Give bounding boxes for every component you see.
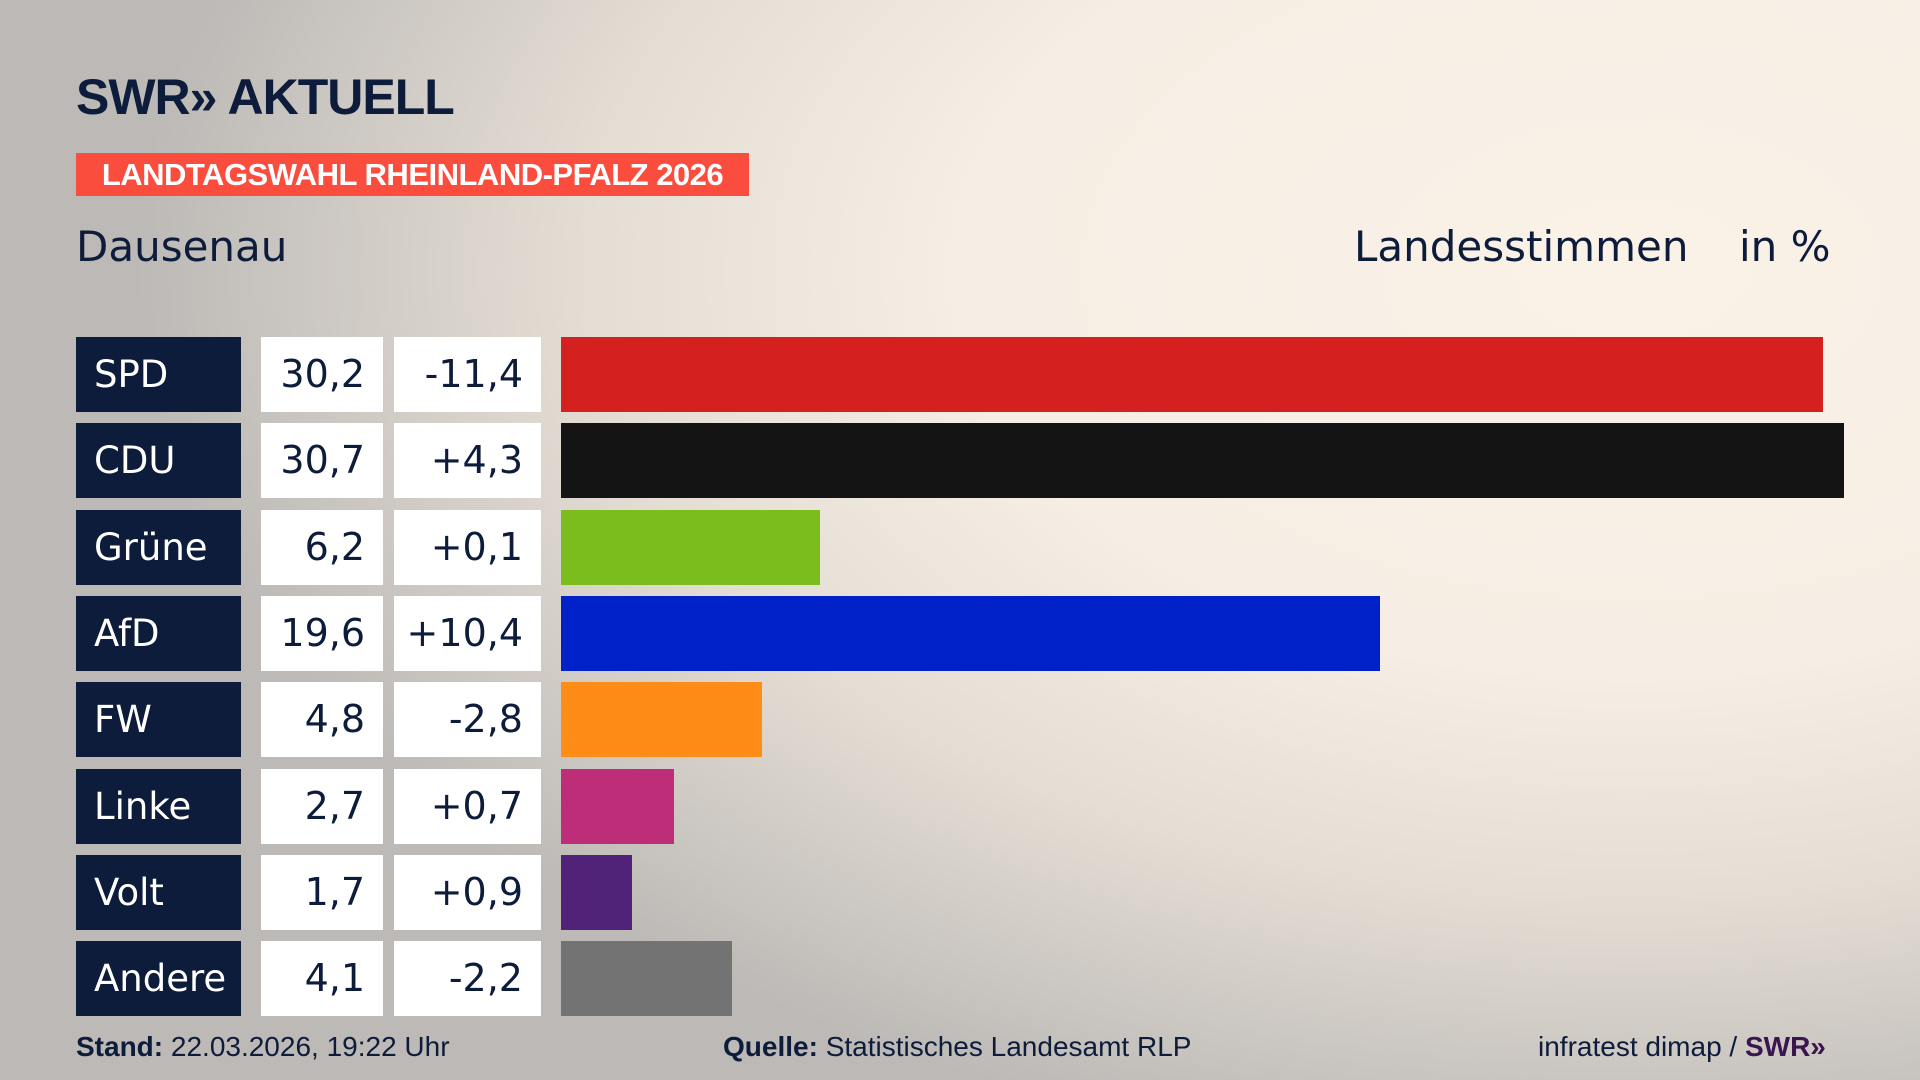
stand-value: 22.03.2026, 19:22 Uhr <box>163 1031 450 1062</box>
change-label: +10,4 <box>394 595 541 671</box>
value-label: 4,1 <box>261 941 383 1017</box>
party-label: Linke <box>76 768 241 844</box>
value-label: 2,7 <box>261 768 383 844</box>
bar <box>561 768 674 844</box>
credit: infratest dimap / SWR» <box>1538 1031 1826 1063</box>
bar <box>561 509 821 585</box>
party-label: CDU <box>76 423 241 499</box>
swr-aktuell-logo: SWR» AKTUELL <box>76 69 455 125</box>
stand: Stand: 22.03.2026, 19:22 Uhr <box>76 1031 450 1063</box>
party-label: FW <box>76 682 241 758</box>
place-title: Dausenau <box>76 222 288 271</box>
change-label: +4,3 <box>394 423 541 499</box>
bar <box>561 337 1824 412</box>
party-label: Andere <box>76 941 241 1017</box>
unit-label: in % <box>1739 222 1831 271</box>
swr-small-logo: SWR» <box>1744 1031 1826 1062</box>
value-label: 4,8 <box>261 682 383 758</box>
value-label: 19,6 <box>261 595 383 671</box>
bar <box>561 854 633 930</box>
bar <box>561 941 733 1017</box>
election-banner: LANDTAGSWAHL RHEINLAND-PFALZ 2026 <box>76 153 749 196</box>
change-label: +0,7 <box>394 768 541 844</box>
party-label: Grüne <box>76 509 241 585</box>
source-label: Quelle: <box>723 1031 818 1062</box>
value-label: 30,7 <box>261 423 383 499</box>
value-label: 30,2 <box>261 337 383 412</box>
change-label: -2,2 <box>394 941 541 1017</box>
change-label: -2,8 <box>394 682 541 758</box>
bar <box>561 423 1844 499</box>
metric-label: Landesstimmen <box>1354 222 1689 271</box>
stand-label: Stand: <box>76 1031 164 1062</box>
value-label: 1,7 <box>261 854 383 930</box>
change-label: -11,4 <box>394 337 541 412</box>
credit-text: infratest dimap / <box>1538 1031 1745 1062</box>
bar <box>561 595 1381 671</box>
source: Quelle: Statistisches Landesamt RLP <box>723 1031 1191 1063</box>
party-label: AfD <box>76 595 241 671</box>
value-label: 6,2 <box>261 509 383 585</box>
change-label: +0,9 <box>394 854 541 930</box>
party-label: SPD <box>76 337 241 412</box>
party-label: Volt <box>76 854 241 930</box>
bar <box>561 682 762 758</box>
source-value: Statistisches Landesamt RLP <box>817 1031 1192 1062</box>
change-label: +0,1 <box>394 509 541 585</box>
